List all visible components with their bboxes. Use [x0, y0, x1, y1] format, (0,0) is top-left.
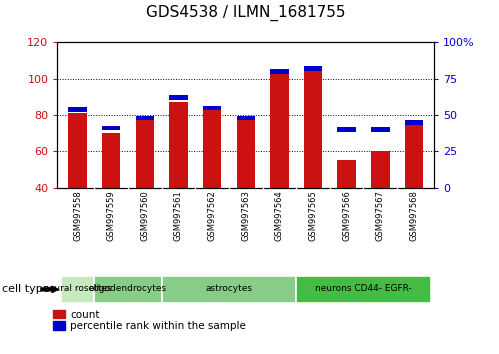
Text: neurons CD44- EGFR-: neurons CD44- EGFR- [315, 284, 412, 293]
Bar [136, 116, 154, 120]
Bar [61, 276, 94, 303]
Text: GSM997564: GSM997564 [275, 190, 284, 241]
Bar [405, 120, 423, 125]
Bar [68, 113, 87, 188]
Text: GSM997558: GSM997558 [73, 190, 82, 241]
Text: GSM997559: GSM997559 [107, 190, 116, 241]
Text: GSM997566: GSM997566 [342, 190, 351, 241]
Text: GSM997567: GSM997567 [376, 190, 385, 241]
Bar [304, 68, 322, 188]
Bar [68, 107, 87, 112]
Bar [304, 66, 322, 71]
Text: GSM997562: GSM997562 [208, 190, 217, 241]
Bar [169, 102, 188, 188]
Bar [237, 116, 255, 120]
Bar [270, 69, 288, 74]
Text: astrocytes: astrocytes [206, 284, 252, 293]
Text: GSM997561: GSM997561 [174, 190, 183, 241]
Bar [102, 133, 120, 188]
Bar [337, 127, 356, 132]
Text: neural rosettes: neural rosettes [43, 284, 112, 293]
Bar [371, 152, 390, 188]
Text: oligodendrocytes: oligodendrocytes [89, 284, 167, 293]
Text: GSM997560: GSM997560 [140, 190, 149, 241]
Bar [203, 105, 222, 110]
Bar [162, 276, 296, 303]
Bar [296, 276, 431, 303]
Text: cell type: cell type [2, 284, 50, 295]
Bar [237, 120, 255, 188]
Bar [102, 126, 120, 130]
Bar [169, 95, 188, 100]
Bar [136, 119, 154, 188]
Legend: count, percentile rank within the sample: count, percentile rank within the sample [52, 310, 246, 331]
Text: GSM997565: GSM997565 [308, 190, 317, 241]
Bar [94, 276, 162, 303]
Bar [405, 122, 423, 188]
Text: GSM997568: GSM997568 [410, 190, 419, 241]
Bar [371, 127, 390, 132]
Bar [337, 160, 356, 188]
Text: GSM997563: GSM997563 [241, 190, 250, 241]
Bar [270, 73, 288, 188]
Text: GDS4538 / ILMN_1681755: GDS4538 / ILMN_1681755 [146, 5, 345, 21]
Bar [203, 110, 222, 188]
